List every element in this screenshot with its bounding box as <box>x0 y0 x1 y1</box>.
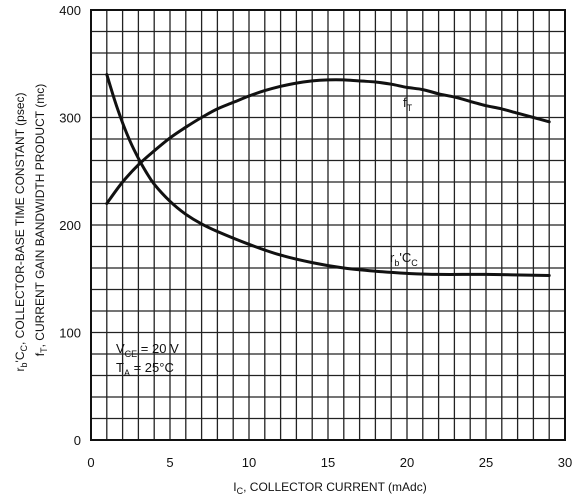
y-axis-label-inner: fT, CURRENT GAIN BANDWIDTH PRODUCT (mc) <box>33 84 49 356</box>
plot-frame <box>90 9 566 441</box>
y-tick-label: 300 <box>59 111 81 126</box>
x-tick-label: 30 <box>558 455 572 470</box>
y-tick-label: 0 <box>74 433 81 448</box>
y-axis-label-outer: rb'CC, COLLECTOR-BASE TIME CONSTANT (pse… <box>13 93 29 372</box>
y-tick-label: 400 <box>59 3 81 18</box>
x-tick-label: 15 <box>321 455 335 470</box>
x-tick-label: 25 <box>479 455 493 470</box>
x-tick-label: 10 <box>242 455 256 470</box>
y-tick-labels: 0 100 200 300 400 <box>59 3 81 448</box>
series-line-rbcc <box>105 73 551 277</box>
x-tick-label: 0 <box>87 455 94 470</box>
x-axis-label: IC, COLLECTOR CURRENT (mAdc) <box>233 480 426 496</box>
x-tick-label: 5 <box>166 455 173 470</box>
series-label-ft: fT <box>403 95 413 113</box>
x-tick-labels: 0 5 10 15 20 25 30 <box>87 455 572 470</box>
y-tick-label: 200 <box>59 218 81 233</box>
condition-vce: VCE = 20 V <box>116 341 179 359</box>
series-line-ft <box>105 78 551 205</box>
series-label-rbcc: rb'CC <box>390 250 418 268</box>
y-tick-label: 100 <box>59 326 81 341</box>
condition-ta: TA = 25°C <box>116 360 174 378</box>
x-tick-label: 20 <box>400 455 414 470</box>
grid <box>91 10 565 440</box>
series-lines <box>105 73 551 277</box>
